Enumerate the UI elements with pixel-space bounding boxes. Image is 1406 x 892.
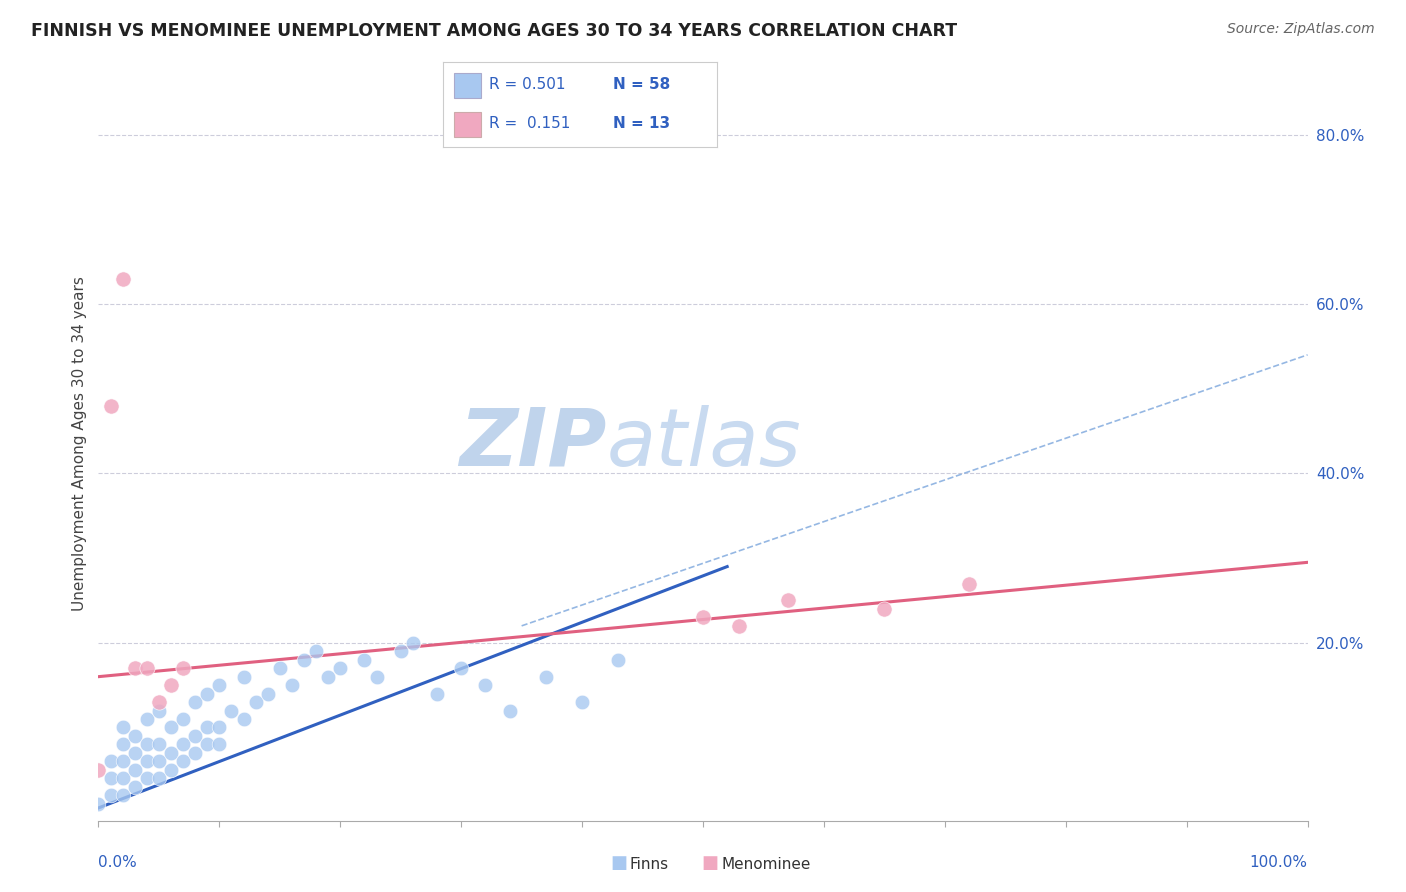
Point [124,763,146,777]
Point [329,661,352,675]
Text: FINNISH VS MENOMINEE UNEMPLOYMENT AMONG AGES 30 TO 34 YEARS CORRELATION CHART: FINNISH VS MENOMINEE UNEMPLOYMENT AMONG … [31,22,957,40]
Point [208,721,231,735]
Point [148,755,170,769]
Point [160,746,183,760]
Point [160,678,183,692]
Point [124,780,146,794]
Point [389,644,412,658]
Point [450,661,472,675]
Text: Source: ZipAtlas.com: Source: ZipAtlas.com [1227,22,1375,37]
Point [256,687,278,701]
Point [184,729,207,743]
Text: ZIP: ZIP [458,405,606,483]
Point [316,670,339,684]
Point [172,755,194,769]
FancyBboxPatch shape [454,112,481,137]
Point [873,602,896,616]
Point [292,653,315,667]
Point [111,271,134,285]
Point [195,721,218,735]
Point [498,704,520,718]
Text: atlas: atlas [606,405,801,483]
Point [184,746,207,760]
Point [221,704,243,718]
Point [232,670,254,684]
Point [124,661,146,675]
Point [607,653,630,667]
Point [87,763,110,777]
Point [172,738,194,752]
Point [160,721,183,735]
Text: ■: ■ [702,855,718,872]
Point [366,670,388,684]
Text: Menominee: Menominee [721,857,811,872]
Point [87,797,110,811]
Text: N = 13: N = 13 [613,116,671,131]
Point [100,399,122,413]
Point [305,644,328,658]
Point [111,772,134,786]
Point [728,619,751,633]
Point [474,678,496,692]
Point [208,678,231,692]
Point [353,653,375,667]
Point [135,712,157,726]
Point [135,772,157,786]
Point [124,729,146,743]
Point [692,610,714,624]
Point [172,712,194,726]
Point [148,695,170,709]
Point [195,738,218,752]
Point [124,746,146,760]
Point [571,695,593,709]
Point [426,687,449,701]
Y-axis label: Unemployment Among Ages 30 to 34 years: Unemployment Among Ages 30 to 34 years [72,277,87,611]
Point [269,661,291,675]
Point [148,772,170,786]
Point [100,772,122,786]
Text: R = 0.501: R = 0.501 [489,78,567,93]
Point [184,695,207,709]
Point [100,789,122,803]
Point [281,678,304,692]
Text: N = 58: N = 58 [613,78,671,93]
Point [232,712,254,726]
Point [172,661,194,675]
Point [100,755,122,769]
Point [776,593,799,607]
Point [148,704,170,718]
Point [135,755,157,769]
Point [135,661,157,675]
Point [111,738,134,752]
Text: R =  0.151: R = 0.151 [489,116,571,131]
Point [111,755,134,769]
Text: Finns: Finns [630,857,669,872]
Point [195,687,218,701]
Point [957,576,980,591]
Point [135,738,157,752]
Point [208,738,231,752]
Text: 100.0%: 100.0% [1250,855,1308,870]
Point [148,738,170,752]
Point [245,695,267,709]
Point [402,636,425,650]
Point [534,670,557,684]
FancyBboxPatch shape [454,72,481,98]
Text: 0.0%: 0.0% [98,855,138,870]
Point [111,721,134,735]
Text: ■: ■ [610,855,627,872]
Point [160,763,183,777]
Point [111,789,134,803]
